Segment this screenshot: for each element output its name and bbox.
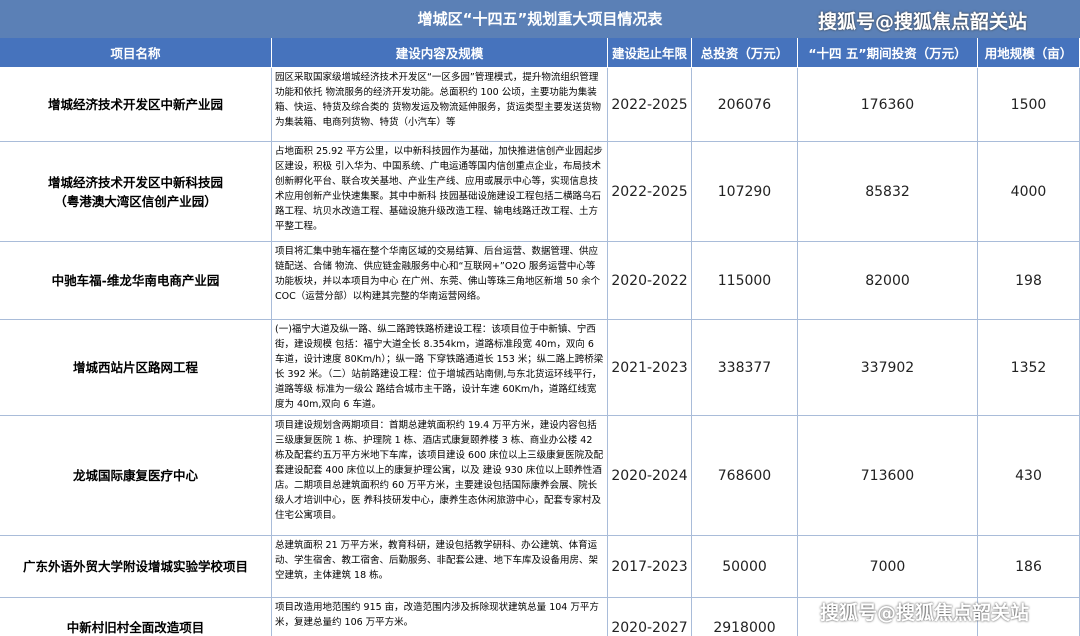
plan-investment: 176360 [798,68,978,142]
plan-investment: 337902 [798,320,978,416]
land-area: 1500 [978,68,1080,142]
project-name: 增城经济技术开发区中新科技园 （粤港澳大湾区信创产业园） [0,142,272,242]
plan-investment: 713600 [798,416,978,536]
project-name: 增城经济技术开发区中新产业园 [0,68,272,142]
title-bar: 增城区“十四五”规划重大项目情况表 [0,0,1080,38]
land-area: 430 [978,416,1080,536]
project-name: 广东外语外贸大学附设增城实验学校项目 [0,536,272,598]
project-content: 项目将汇集中驰车福在整个华南区域的交易结算、后台运营、数据管理、供应链配送、合储… [272,242,608,320]
total-investment: 115000 [692,242,798,320]
period: 2022-2025 [608,142,692,242]
period: 2017-2023 [608,536,692,598]
project-content: 占地面积 25.92 平方公里，以中新科技园作为基础，加快推进信创产业园起步区建… [272,142,608,242]
period: 2022-2025 [608,68,692,142]
project-content: 园区采取国家级增城经济技术开发区“一区多园”管理模式，提升物流组织管理功能和依托… [272,68,608,142]
plan-investment: 82000 [798,242,978,320]
period: 2020-2022 [608,242,692,320]
plan-investment [798,598,978,636]
land-area: 186 [978,536,1080,598]
period: 2020-2024 [608,416,692,536]
land-area: 198 [978,242,1080,320]
watermark: 搜狐号@搜狐焦点韶关站 [820,602,1030,624]
plan-investment: 7000 [798,536,978,598]
total-investment: 338377 [692,320,798,416]
total-investment: 206076 [692,68,798,142]
header-cell: “十四 五”期间投资（万元） [798,38,978,68]
land-area: 4000 [978,142,1080,242]
header-cell: 建设内容及规模 [272,38,608,68]
project-content: 项目改造用地范围约 915 亩，改造范围内涉及拆除现状建筑总量 104 万平方米… [272,598,608,636]
header-cell: 用地规模（亩） [978,38,1080,68]
total-investment: 107290 [692,142,798,242]
watermark: 搜狐号@搜狐焦点韶关站 [818,11,1028,33]
project-content: 总建筑面积 21 万平方米，教育科研，建设包括教学研科、办公建筑、体育运动、学生… [272,536,608,598]
project-name: 增城西站片区路网工程 [0,320,272,416]
table: 项目名称 建设内容及规模 建设起止年限 总投资（万元） “十四 五”期间投资（万元） 用地… [0,38,1080,636]
project-name: 龙城国际康复医疗中心 [0,416,272,536]
header-cell: 建设起止年限 [608,38,692,68]
project-name: 中驰车福-维龙华南电商产业园 [0,242,272,320]
project-name: 中新村旧村全面改造项目 [0,598,272,636]
plan-investment: 85832 [798,142,978,242]
land-area: 1352 [978,320,1080,416]
total-investment: 50000 [692,536,798,598]
project-content: 项目建设规划含两期项目：首期总建筑面积约 19.4 万平方米，建设内容包括三级康… [272,416,608,536]
header-cell: 总投资（万元） [692,38,798,68]
total-investment: 2918000 [692,598,798,636]
title: 增城区“十四五”规划重大项目情况表 [417,10,663,28]
header-cell: 项目名称 [0,38,272,68]
period: 2021-2023 [608,320,692,416]
total-investment: 768600 [692,416,798,536]
project-content: (一)福宁大道及纵一路、纵二路跨铁路桥建设工程：该项目位于中新镇、宁西街，建设规… [272,320,608,416]
period: 2020-2027 [608,598,692,636]
